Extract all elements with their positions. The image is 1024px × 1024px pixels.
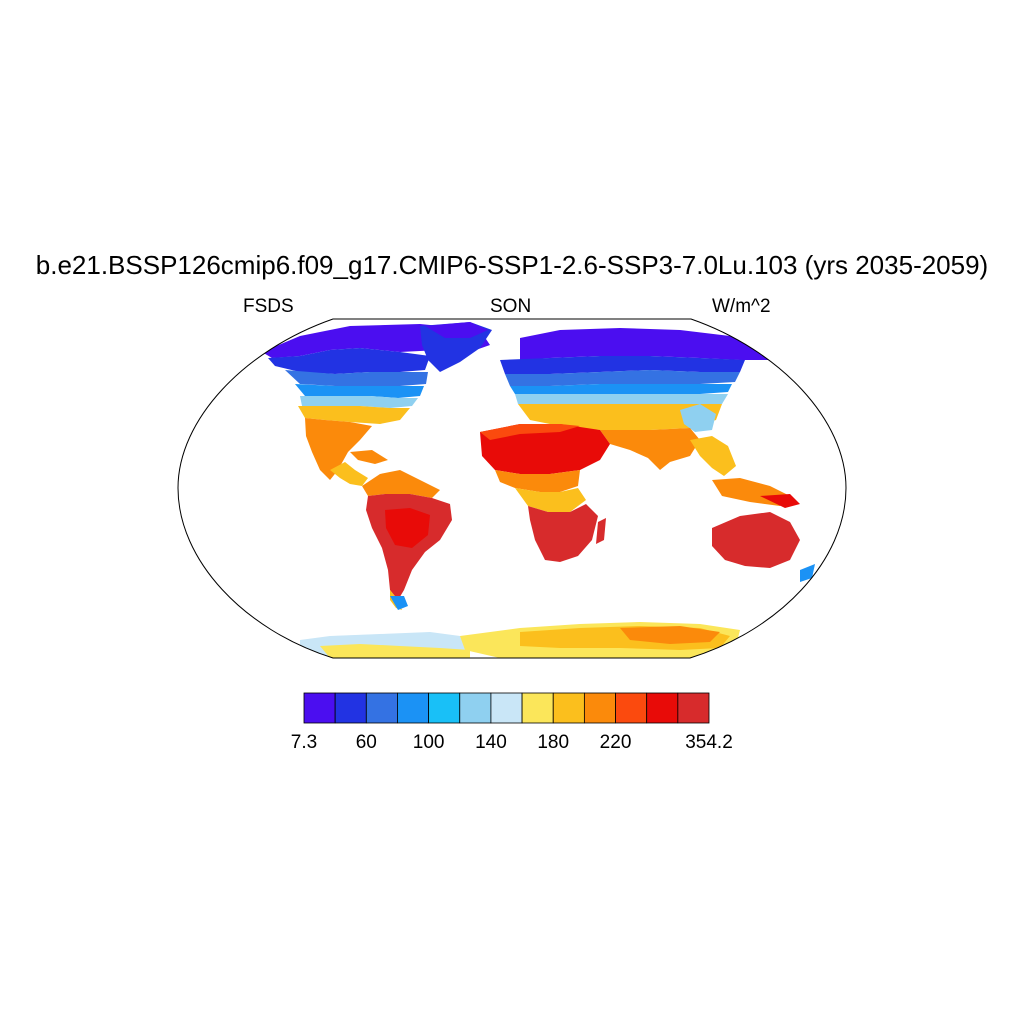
colorbar <box>303 692 710 724</box>
madagascar <box>596 518 606 544</box>
north-africa-edge <box>480 424 580 440</box>
north-america-blue <box>268 348 430 374</box>
australia <box>712 512 800 568</box>
tibet-plateau <box>680 404 716 432</box>
plot-title: b.e21.BSSP126cmip6.f09_g17.CMIP6-SSP1-2.… <box>35 250 989 280</box>
north-america-cyan <box>300 396 418 408</box>
north-america-mid-blue <box>285 370 428 386</box>
colorbar-swatch <box>552 692 585 724</box>
eurasia-yellow <box>518 404 722 430</box>
south-america-center <box>385 508 430 548</box>
new-guinea <box>760 494 800 508</box>
season-label: SON <box>490 296 532 317</box>
colorbar-tick-label: 220 <box>599 732 632 753</box>
colorbar-swatch <box>615 692 648 724</box>
eurasia-blue <box>500 356 745 374</box>
antarctica-yellow <box>320 644 470 658</box>
colorbar-swatch <box>397 692 430 724</box>
eurasia-mid-blue <box>505 370 740 386</box>
colorbar-swatch <box>334 692 367 724</box>
colorbar-swatch <box>490 692 523 724</box>
eurasia-light-blue <box>510 384 732 394</box>
eurasia-polar <box>520 328 770 360</box>
colorbar-swatch <box>428 692 461 724</box>
north-america-light-blue <box>295 384 424 398</box>
new-zealand <box>800 564 815 582</box>
south-america-north <box>362 470 440 498</box>
north-america-yellow <box>298 406 410 424</box>
southern-africa <box>528 504 598 562</box>
land-fields <box>262 322 815 658</box>
colorbar-swatch <box>677 692 710 724</box>
colorbar-swatch <box>646 692 679 724</box>
sahel <box>495 470 580 492</box>
colorbar-swatch <box>583 692 616 724</box>
caribbean <box>350 450 388 464</box>
eurasia-cyan <box>515 394 728 404</box>
units-label: W/m^2 <box>712 296 771 317</box>
north-africa <box>480 424 610 474</box>
greenland-edge <box>425 322 488 338</box>
central-america <box>330 462 368 486</box>
colorbar-swatch <box>521 692 554 724</box>
variable-label: FSDS <box>243 296 294 317</box>
colorbar-swatch <box>365 692 398 724</box>
central-africa <box>515 488 586 512</box>
colorbar-tick-label: 60 <box>355 732 377 753</box>
colorbar-tick-label: 140 <box>475 732 507 753</box>
south-america-tip <box>390 596 408 610</box>
colorbar-tick-label: 7.3 <box>290 732 318 753</box>
map-outline <box>177 318 847 659</box>
southeast-asia <box>690 436 736 476</box>
colorbar-tick-label: 100 <box>412 732 445 753</box>
colorbar-tick-label: 354.2 <box>685 732 733 753</box>
south-asia <box>600 428 700 470</box>
colorbar-swatch <box>303 692 336 724</box>
colorbar-tick-label: 180 <box>537 732 570 753</box>
colorbar-swatch <box>459 692 492 724</box>
antarctica-high <box>620 626 720 644</box>
north-america-south <box>305 418 372 480</box>
